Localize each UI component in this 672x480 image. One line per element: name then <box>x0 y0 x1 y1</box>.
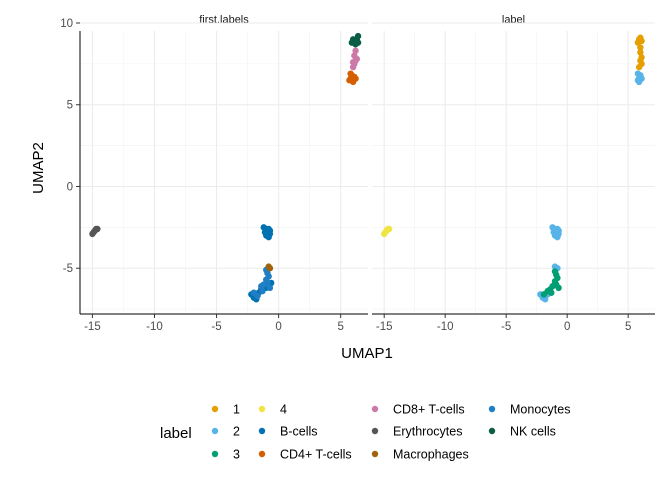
data-point <box>555 284 562 292</box>
x-tick-label: -10 <box>437 321 454 333</box>
legend-label: Monocytes <box>510 403 570 417</box>
data-point <box>638 37 645 45</box>
data-point <box>554 233 561 241</box>
data-point <box>266 284 274 292</box>
data-point <box>352 47 359 54</box>
legend-key <box>258 450 266 458</box>
y-tick-label: -5 <box>63 263 73 275</box>
data-point <box>354 39 362 46</box>
x-axis-title: UMAP1 <box>341 345 393 362</box>
data-point <box>265 233 272 241</box>
x-tick-label: 5 <box>625 321 631 333</box>
x-tick-label: 0 <box>564 321 570 333</box>
data-point <box>540 291 548 298</box>
x-tick-label: -5 <box>501 321 511 333</box>
data-point <box>385 225 393 233</box>
legend-label: Erythrocytes <box>393 425 462 439</box>
data-point <box>637 44 644 51</box>
legend-key <box>371 450 379 458</box>
legend-label: 2 <box>233 425 240 439</box>
x-tick-label: -10 <box>146 321 163 333</box>
legend-key <box>488 427 496 435</box>
data-point <box>635 63 643 71</box>
legend-title: label <box>160 425 192 442</box>
legend-key <box>211 405 219 413</box>
x-tick-label: -5 <box>211 321 221 333</box>
legend-label: Macrophages <box>393 448 469 462</box>
data-point <box>542 296 549 303</box>
legend-key <box>258 427 266 435</box>
data-point <box>258 283 265 290</box>
y-tick-label: 10 <box>60 18 73 30</box>
data-point <box>637 72 644 79</box>
data-point <box>349 59 357 66</box>
data-point <box>94 225 101 233</box>
legend-key <box>211 450 219 458</box>
legend-label: 4 <box>280 403 287 417</box>
data-point <box>259 287 266 295</box>
legend-label: 1 <box>233 403 240 417</box>
y-tick-label: 0 <box>67 181 73 193</box>
data-point <box>266 265 274 272</box>
x-tick-label: 0 <box>275 321 281 333</box>
legend-key <box>371 427 379 435</box>
legend-label: NK cells <box>510 425 556 439</box>
legend-key <box>258 405 266 413</box>
y-tick-label: 5 <box>67 100 73 112</box>
legend-label: CD8+ T-cells <box>393 403 465 417</box>
data-point <box>349 78 357 86</box>
x-tick-label: -15 <box>84 321 101 333</box>
data-point <box>635 78 643 86</box>
data-point <box>349 36 357 43</box>
panel-title: first.labels <box>199 14 249 26</box>
data-point <box>548 289 555 296</box>
legend-label: 3 <box>233 448 240 462</box>
data-point <box>637 49 644 56</box>
panel-title: label <box>502 14 525 26</box>
data-point <box>254 292 261 300</box>
data-point <box>354 32 362 40</box>
data-point <box>351 52 358 59</box>
legend-label: CD4+ T-cells <box>280 448 352 462</box>
legend-key <box>211 427 219 435</box>
y-axis-title: UMAP2 <box>30 142 47 194</box>
data-point <box>347 70 354 77</box>
x-tick-label: -15 <box>376 321 393 333</box>
x-tick-label: 5 <box>337 321 343 333</box>
legend-label: B-cells <box>280 425 318 439</box>
legend-key <box>488 405 496 413</box>
legend-key <box>371 405 379 413</box>
